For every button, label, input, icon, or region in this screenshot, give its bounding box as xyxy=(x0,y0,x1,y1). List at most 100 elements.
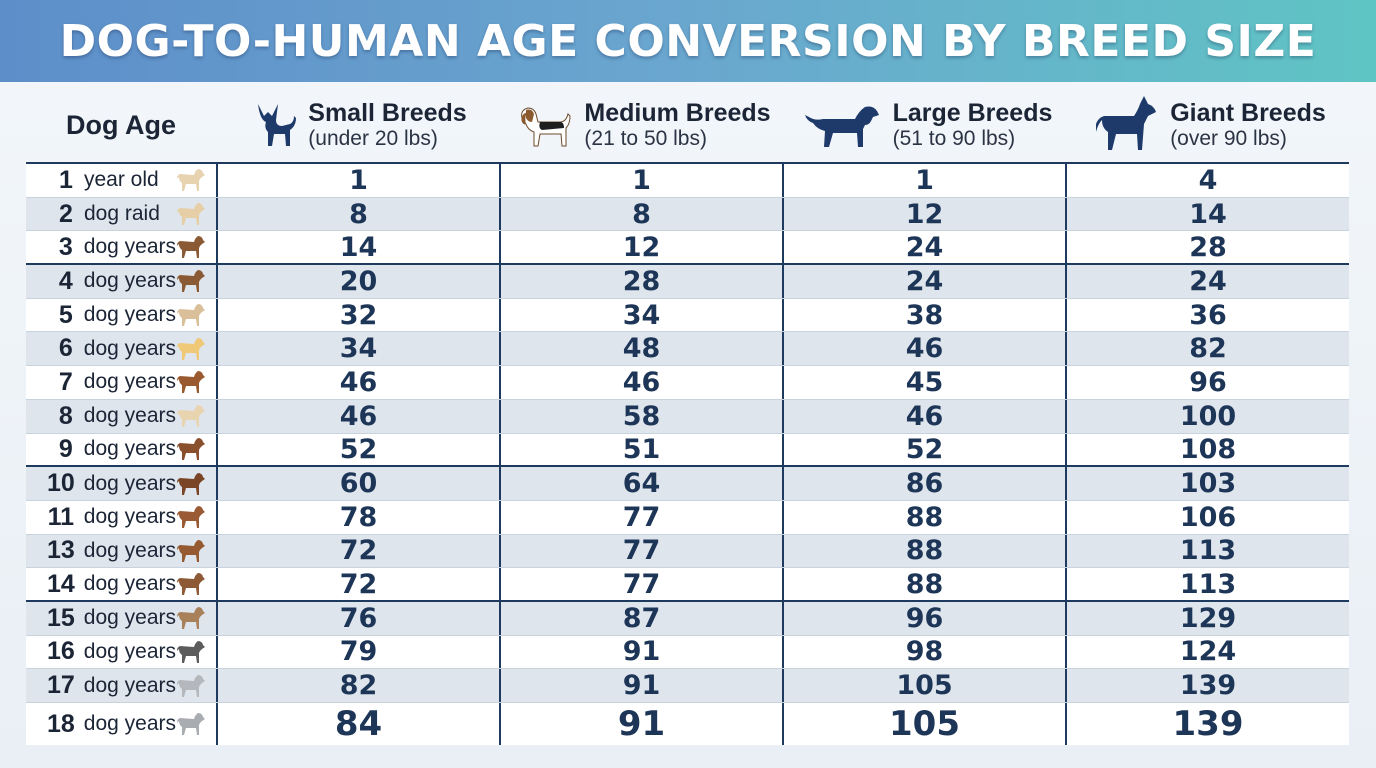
dog-age-cell: 13 dog years xyxy=(26,534,218,568)
human-age-value: 82 xyxy=(218,669,501,702)
dog-age-unit: dog years xyxy=(83,269,176,293)
dog-age-cell: 5 dog years xyxy=(26,298,218,332)
dog-icon xyxy=(177,236,205,259)
medium-breeds-title: Medium Breeds xyxy=(584,98,771,127)
beagle-icon xyxy=(521,107,571,147)
dog-age-unit: dog raid xyxy=(84,202,160,226)
dog-age-cell: 2 dog raid xyxy=(26,197,218,231)
table-row: 17 dog years 82 91 105 139 xyxy=(26,669,1349,703)
dog-icon xyxy=(177,640,205,663)
human-age-value: 14 xyxy=(218,231,501,264)
table-row: 8 dog years 46 58 46 100 xyxy=(26,399,1349,434)
human-age-value: 46 xyxy=(501,366,784,399)
small-breeds-title: Small Breeds xyxy=(308,98,467,127)
small-breeds-range: (under 20 lbs) xyxy=(308,127,438,151)
dog-icon xyxy=(177,438,205,461)
labrador-icon xyxy=(804,106,879,147)
human-age-value: 91 xyxy=(501,703,784,745)
dog-age-unit: dog years xyxy=(83,712,176,735)
dog-icon xyxy=(177,713,205,735)
dog-age-number: 8 xyxy=(58,401,73,430)
dog-icon xyxy=(177,169,205,192)
header-giant-breeds: Giant Breeds (over 90 lbs) xyxy=(1070,90,1350,160)
human-age-value: 77 xyxy=(501,534,784,568)
human-age-value: 4 xyxy=(1198,164,1218,196)
table-row: 15 dog years 76 87 96 129 xyxy=(26,601,1349,636)
human-age-value: 88 xyxy=(784,534,1067,568)
dog-age-cell: 6 dog years xyxy=(26,332,218,366)
dog-age-unit: dog years xyxy=(83,505,176,529)
table-row: 13 dog years 72 77 88 113 xyxy=(26,534,1349,569)
page-title: DOG-TO-HUMAN AGE CONVERSION BY BREED SIZ… xyxy=(59,15,1317,67)
human-age-value: 105 xyxy=(784,669,1067,702)
table-row: 18 dog years 84 91 105 139 xyxy=(26,703,1349,745)
dog-icon xyxy=(177,539,205,562)
dog-age-unit: year old xyxy=(84,168,159,192)
table-row: 4 dog years 20 28 24 24 xyxy=(26,265,1349,299)
human-age-value: 108 xyxy=(1179,433,1237,465)
dog-age-unit: dog years xyxy=(83,673,176,697)
header-small-breeds: Small Breeds (under 20 lbs) xyxy=(218,90,501,160)
human-age-value: 72 xyxy=(218,534,501,568)
dog-age-unit: dog years xyxy=(83,538,176,562)
human-age-value: 32 xyxy=(218,298,501,332)
dog-age-header: Dog Age xyxy=(66,109,176,140)
dog-age-unit: dog years xyxy=(83,404,176,428)
human-age-value: 98 xyxy=(784,635,1067,669)
human-age-value: 129 xyxy=(1179,602,1237,634)
dog-age-unit: dog years xyxy=(83,471,176,495)
human-age-value: 52 xyxy=(784,433,1067,466)
giant-breeds-range: (over 90 lbs) xyxy=(1170,127,1287,151)
human-age-value: 88 xyxy=(784,568,1067,600)
dog-age-number: 15 xyxy=(46,603,75,632)
human-age-value: 36 xyxy=(1189,299,1227,331)
human-age-value: 96 xyxy=(784,601,1067,635)
human-age-value: 8 xyxy=(501,197,784,231)
dog-age-cell: 18 dog years xyxy=(26,703,218,745)
dog-age-cell: 14 dog years xyxy=(26,568,218,600)
dog-age-unit: dog years xyxy=(83,639,176,663)
human-age-value: 124 xyxy=(1179,636,1237,668)
human-age-value: 113 xyxy=(1179,568,1237,600)
dog-age-number: 14 xyxy=(46,569,75,598)
human-age-value: 28 xyxy=(501,265,784,298)
dog-icon xyxy=(177,607,205,630)
human-age-value: 64 xyxy=(501,467,784,500)
table-row: 10 dog years 60 64 86 103 xyxy=(26,467,1349,501)
dog-age-cell: 15 dog years xyxy=(26,601,218,635)
header-large-breeds: Large Breeds (51 to 90 lbs) xyxy=(786,90,1069,160)
dog-icon xyxy=(177,203,205,226)
dog-icon xyxy=(177,304,205,327)
dog-age-unit: dog years xyxy=(83,437,176,461)
human-age-value: 48 xyxy=(501,332,784,366)
human-age-value: 60 xyxy=(218,467,501,500)
human-age-value: 52 xyxy=(218,433,501,466)
human-age-value: 82 xyxy=(1189,333,1227,365)
human-age-value: 113 xyxy=(1179,535,1237,567)
dog-age-unit: dog years xyxy=(83,303,176,327)
dog-icon xyxy=(177,506,205,529)
dog-age-number: 1 xyxy=(59,165,73,194)
human-age-value: 34 xyxy=(218,332,501,366)
human-age-value: 24 xyxy=(1189,265,1227,297)
dog-age-unit: dog years xyxy=(83,370,176,394)
human-age-value: 105 xyxy=(784,703,1067,745)
large-breeds-range: (51 to 90 lbs) xyxy=(892,127,1016,151)
dog-age-number: 9 xyxy=(58,434,73,463)
human-age-value: 91 xyxy=(501,635,784,669)
table-row: 11 dog years 78 77 88 106 xyxy=(26,500,1349,535)
large-breeds-title: Large Breeds xyxy=(892,98,1053,127)
human-age-value: 100 xyxy=(1179,400,1237,432)
table-row: 3 dog years 14 12 24 28 xyxy=(26,231,1349,266)
table-row: 2 dog raid 8 8 12 14 xyxy=(26,197,1349,232)
dog-age-cell: 1 year old xyxy=(26,164,218,197)
table-row: 1 year old 1 1 1 4 xyxy=(26,164,1349,198)
dog-age-number: 17 xyxy=(46,671,75,700)
dog-age-number: 18 xyxy=(46,709,75,738)
human-age-value: 78 xyxy=(218,500,501,534)
dog-age-cell: 8 dog years xyxy=(26,399,218,433)
table-row: 7 dog years 46 46 45 96 xyxy=(26,366,1349,400)
table-row: 14 dog years 72 77 88 113 xyxy=(26,568,1349,602)
dog-age-number: 16 xyxy=(46,637,75,666)
human-age-value: 58 xyxy=(501,399,784,433)
